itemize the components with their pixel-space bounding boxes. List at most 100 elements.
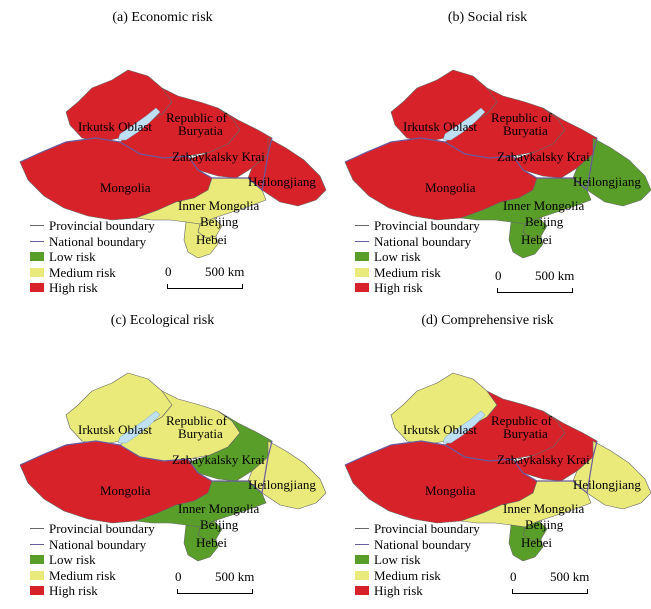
panel-ecological: (c) Ecological risk Irkutsk Oblast Republ… xyxy=(0,303,327,609)
scale-bar-line xyxy=(177,589,253,594)
label-buryatia-2: Buryatia xyxy=(178,123,223,138)
region-hebei xyxy=(183,524,219,562)
scale-bar: 0 500 km xyxy=(165,264,255,304)
region-zabaykalsky xyxy=(185,410,273,482)
label-buryatia-2: Buryatia xyxy=(503,426,548,441)
label-beijing: Beijing xyxy=(200,214,239,229)
scale-zero-label: 0 xyxy=(175,569,182,584)
legend-color-swatch xyxy=(355,283,369,293)
legend-label: Medium risk xyxy=(374,567,441,583)
label-irkutsk: Irkutsk Oblast xyxy=(78,119,152,134)
national-boundary-line xyxy=(344,440,598,495)
legend-color-swatch xyxy=(30,283,44,293)
legend-low-risk: Low risk xyxy=(355,552,480,568)
label-buryatia-1: Republic of xyxy=(166,110,228,125)
label-buryatia-1: Republic of xyxy=(491,110,553,125)
legend-label: National boundary xyxy=(374,233,472,249)
panel-title: (d) Comprehensive risk xyxy=(421,313,554,328)
lake-baikal xyxy=(442,107,486,141)
legend-line-swatch xyxy=(355,240,369,242)
label-irkutsk: Irkutsk Oblast xyxy=(403,119,477,134)
legend: Provincial boundary National boundary Low … xyxy=(355,521,480,599)
label-zabaykalsky: Zabaykalsky Krai xyxy=(497,452,590,467)
legend: Provincial boundary National boundary Low … xyxy=(355,218,480,296)
legend-label: High risk xyxy=(49,280,98,295)
label-mongolia: Mongolia xyxy=(100,180,151,195)
legend-low-risk: Low risk xyxy=(30,249,155,265)
legend-national-boundary: National boundary xyxy=(30,234,155,250)
legend-label: Provincial boundary xyxy=(49,218,155,233)
scale-bar-line xyxy=(497,288,573,293)
region-zabaykalsky xyxy=(510,107,598,179)
legend-label: Low risk xyxy=(49,552,96,567)
legend-label: High risk xyxy=(49,583,98,598)
panel-title: (a) Economic risk xyxy=(112,10,213,25)
legend-line-swatch xyxy=(30,225,44,227)
scale-zero-label: 0 xyxy=(495,268,502,283)
label-zabaykalsky: Zabaykalsky Krai xyxy=(172,149,265,164)
legend-label: Provincial boundary xyxy=(374,521,480,536)
label-hebei: Hebei xyxy=(521,535,552,550)
scale-bar: 0 500 km xyxy=(175,569,265,609)
legend-medium-risk: Medium risk xyxy=(30,568,155,584)
label-beijing: Beijing xyxy=(525,517,564,532)
legend-line-swatch xyxy=(30,543,44,545)
legend-label: Low risk xyxy=(374,249,421,264)
label-mongolia: Mongolia xyxy=(100,483,151,498)
label-zabaykalsky: Zabaykalsky Krai xyxy=(172,452,265,467)
region-hebei xyxy=(508,524,544,562)
legend-high-risk: High risk xyxy=(30,583,155,599)
label-beijing: Beijing xyxy=(525,214,564,229)
legend-low-risk: Low risk xyxy=(355,249,480,265)
panel-social: (b) Social risk Irkutsk Oblast Republic o… xyxy=(325,0,651,303)
scale-zero-label: 0 xyxy=(165,264,172,279)
legend-color-swatch xyxy=(30,267,44,277)
legend-color-swatch xyxy=(30,555,44,565)
scale-distance-label: 500 km xyxy=(550,569,590,584)
legend-high-risk: High risk xyxy=(355,280,480,296)
scale-distance-label: 500 km xyxy=(215,569,255,584)
region-zabaykalsky xyxy=(185,107,273,179)
legend-color-swatch xyxy=(355,570,369,580)
legend-line-swatch xyxy=(355,225,369,227)
legend-color-swatch xyxy=(355,586,369,596)
legend-provincial-boundary: Provincial boundary xyxy=(30,218,155,234)
national-boundary-line xyxy=(19,137,273,192)
legend-provincial-boundary: Provincial boundary xyxy=(355,218,480,234)
legend-medium-risk: Medium risk xyxy=(355,568,480,584)
label-heilongjiang: Heilongjiang xyxy=(573,477,641,492)
scale-bar-line xyxy=(512,589,588,594)
region-hebei xyxy=(183,221,219,259)
legend-color-swatch xyxy=(355,267,369,277)
label-hebei: Hebei xyxy=(196,232,227,247)
label-mongolia: Mongolia xyxy=(425,483,476,498)
label-buryatia-1: Republic of xyxy=(491,413,553,428)
label-hebei: Hebei xyxy=(196,535,227,550)
legend-label: National boundary xyxy=(49,536,147,552)
legend-color-swatch xyxy=(30,570,44,580)
legend-label: Medium risk xyxy=(374,264,441,280)
scale-bar: 0 500 km xyxy=(495,268,585,308)
label-heilongjiang: Heilongjiang xyxy=(248,477,316,492)
label-buryatia-2: Buryatia xyxy=(178,426,223,441)
legend-line-swatch xyxy=(30,240,44,242)
legend-label: Medium risk xyxy=(49,264,116,280)
legend-low-risk: Low risk xyxy=(30,552,155,568)
legend-label: High risk xyxy=(374,280,423,295)
legend-color-swatch xyxy=(30,586,44,596)
label-hebei: Hebei xyxy=(521,232,552,247)
legend-label: Provincial boundary xyxy=(374,218,480,233)
label-inner-mongolia: Inner Mongolia xyxy=(503,198,584,213)
lake-baikal xyxy=(117,410,161,444)
national-boundary-line xyxy=(19,440,273,495)
panel-title: (c) Ecological risk xyxy=(110,313,215,328)
legend-label: High risk xyxy=(374,583,423,598)
label-heilongjiang: Heilongjiang xyxy=(573,174,641,189)
lake-baikal xyxy=(442,410,486,444)
legend-line-swatch xyxy=(355,543,369,545)
legend-provincial-boundary: Provincial boundary xyxy=(355,521,480,537)
legend-national-boundary: National boundary xyxy=(355,234,480,250)
panel-economic: (a) Economic risk Irkutsk Oblast Republic… xyxy=(0,0,327,304)
